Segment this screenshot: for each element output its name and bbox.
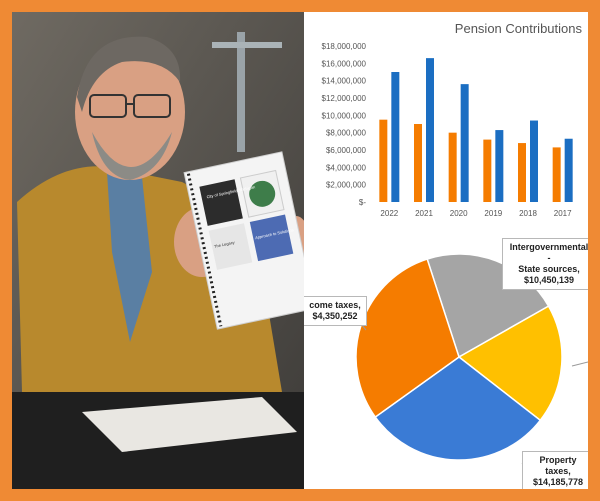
- bar-y-tick-label: $6,000,000: [326, 146, 367, 155]
- bar-2022-series-1: [379, 119, 388, 202]
- bar-y-tick-label: $4,000,000: [326, 163, 367, 172]
- pension-bar-chart: Pension Contributions $- $2,000,000 $4,000…: [322, 21, 583, 218]
- bar-y-tick-label: $8,000,000: [326, 129, 367, 138]
- bar-2018-series-1: [518, 143, 526, 202]
- bar-y-tick-label: $12,000,000: [322, 94, 367, 103]
- presenter-photo: City of Springfield, Michigan The Legacy…: [12, 12, 304, 489]
- pie-label-intergov-line-1: Intergovernmental -: [509, 242, 588, 263]
- bar-x-tick-label: 2022: [380, 209, 398, 218]
- bar-2022-series-2: [391, 72, 400, 202]
- pie-label-intergovernmental: Intergovernmental - State sources, $10,4…: [502, 238, 588, 290]
- booklet-cover-line-1: The Legacy: [214, 240, 235, 249]
- bar-x-tick-label: 2021: [415, 209, 433, 218]
- bar-y-tick-label: $14,000,000: [322, 77, 367, 86]
- image-frame: City of Springfield, Michigan The Legacy…: [12, 12, 588, 489]
- bar-x-tick-label: 2017: [554, 209, 572, 218]
- bar-2020-series-2: [460, 84, 469, 202]
- bar-x-tick-label: 2019: [484, 209, 502, 218]
- photo-illustration: City of Springfield, Michigan The Legacy…: [12, 12, 304, 489]
- bar-2019-series-2: [495, 130, 504, 202]
- bar-2017-series-1: [552, 147, 561, 202]
- bar-y-tick-label: $-: [359, 198, 366, 207]
- bar-2021-series-2: [426, 58, 434, 203]
- bar-y-tick-label: $10,000,000: [322, 111, 367, 120]
- bar-y-tick-label: $2,000,000: [326, 181, 367, 190]
- bar-2020-series-1: [448, 132, 457, 202]
- pie-label-property: Property taxes, $14,185,778: [522, 451, 588, 489]
- bar-chart-title: Pension Contributions: [455, 21, 583, 36]
- bar-2021-series-1: [414, 124, 422, 202]
- bar-x-tick-label: 2020: [450, 209, 468, 218]
- bar-y-tick-label: $18,000,000: [322, 42, 367, 51]
- pie-label-income: come taxes, $4,350,252: [304, 296, 367, 326]
- pie-label-intergov-line-2: State sources,: [518, 264, 580, 274]
- pie-label-property-line-2: $14,185,778: [532, 477, 584, 487]
- bar-2019-series-1: [483, 139, 492, 202]
- pie-label-income-line-2: $4,350,252: [312, 311, 358, 321]
- revenue-pie-chart: [355, 253, 588, 465]
- charts-panel: Pension Contributions $- $2,000,000 $4,000…: [304, 12, 588, 489]
- pie-slice-2: [457, 305, 563, 422]
- bar-y-tick-label: $16,000,000: [322, 59, 367, 68]
- bar-x-tick-label: 2018: [519, 209, 537, 218]
- yellow-leader-line: [571, 361, 588, 367]
- bar-2017-series-2: [564, 138, 573, 202]
- bar-2018-series-2: [530, 120, 538, 202]
- pie-label-intergov-line-3: $10,450,139: [523, 275, 575, 285]
- pie-slice-3: [374, 356, 542, 461]
- pie-label-property-line-1: Property taxes,: [539, 455, 577, 476]
- pie-label-income-line-1: come taxes,: [309, 300, 361, 310]
